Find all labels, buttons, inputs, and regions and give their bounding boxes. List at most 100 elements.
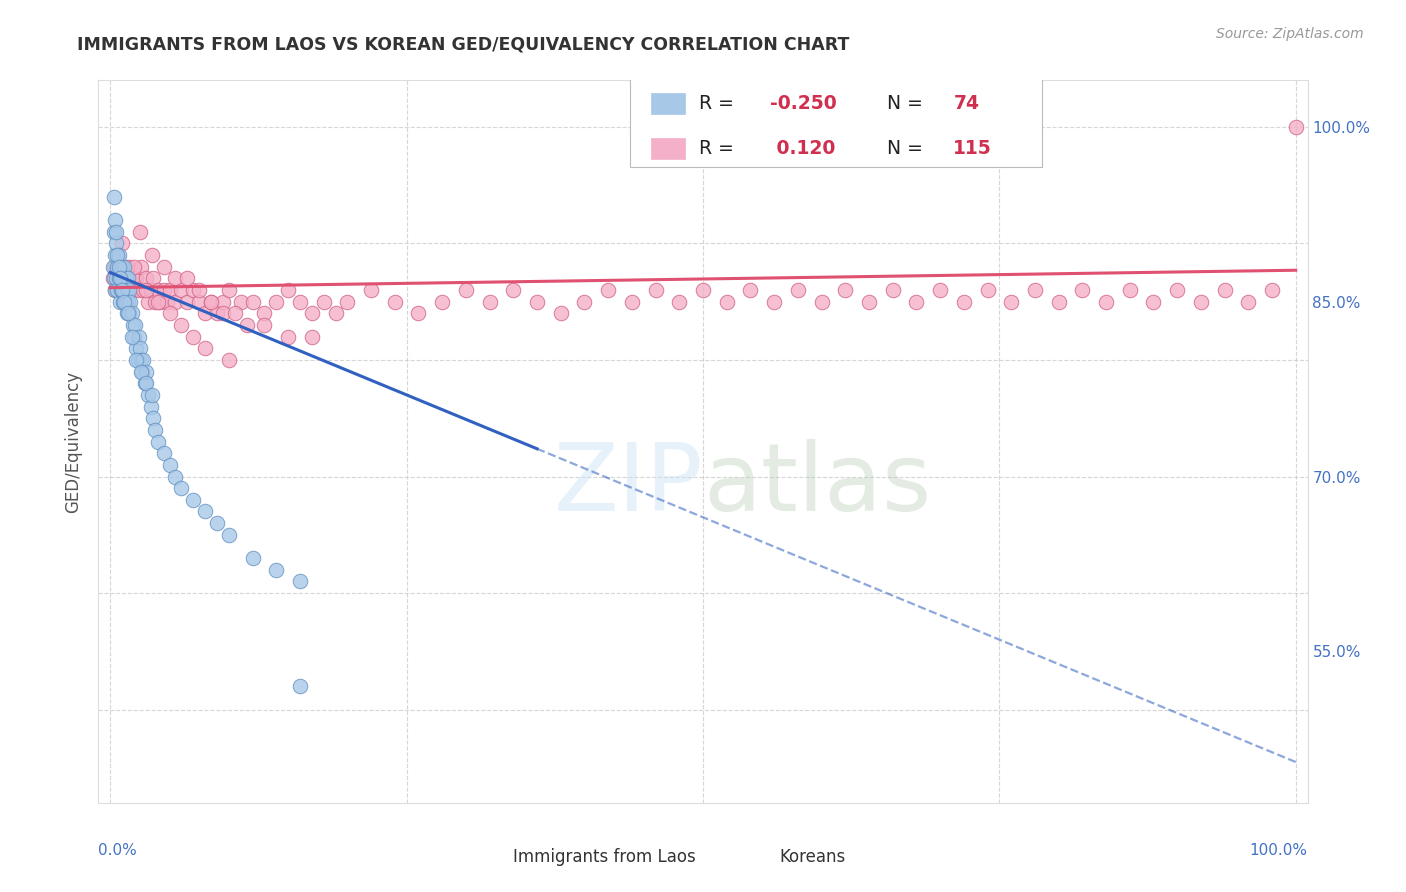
Point	[181, 283, 204, 297]
Point	[111, 236, 134, 251]
Point	[121, 283, 143, 297]
Point	[121, 306, 143, 320]
Point	[105, 283, 128, 297]
Point	[194, 306, 217, 320]
Point	[152, 446, 174, 460]
Point	[124, 318, 146, 332]
Point	[1237, 294, 1260, 309]
Point	[218, 528, 240, 542]
Point	[114, 260, 136, 274]
Point	[1261, 283, 1284, 297]
Point	[277, 329, 299, 343]
Point	[125, 341, 148, 355]
Point	[165, 469, 187, 483]
Point	[122, 260, 145, 274]
Point	[242, 294, 264, 309]
Point	[194, 341, 217, 355]
Point	[152, 283, 174, 297]
Point	[212, 294, 235, 309]
Point	[740, 283, 762, 297]
Point	[103, 271, 125, 285]
Point	[136, 388, 159, 402]
Point	[132, 283, 155, 297]
Point	[1213, 283, 1236, 297]
Point	[121, 318, 143, 332]
Point	[105, 225, 128, 239]
Point	[181, 492, 204, 507]
Text: R =: R =	[699, 94, 740, 113]
Point	[277, 283, 299, 297]
Point	[107, 271, 129, 285]
Point	[905, 294, 928, 309]
Text: IMMIGRANTS FROM LAOS VS KOREAN GED/EQUIVALENCY CORRELATION CHART: IMMIGRANTS FROM LAOS VS KOREAN GED/EQUIV…	[77, 36, 849, 54]
Point	[929, 283, 952, 297]
Point	[129, 260, 152, 274]
Point	[205, 306, 228, 320]
Point	[454, 283, 477, 297]
Point	[170, 283, 193, 297]
Point	[188, 283, 211, 297]
Point	[114, 294, 136, 309]
Point	[117, 271, 139, 285]
Point	[170, 318, 193, 332]
Point	[141, 388, 163, 402]
Point	[1166, 283, 1188, 297]
Point	[105, 260, 128, 274]
Point	[110, 271, 132, 285]
Point	[253, 306, 276, 320]
Point	[1047, 294, 1070, 309]
Point	[408, 306, 430, 320]
Point	[135, 365, 157, 379]
Point	[716, 294, 738, 309]
Point	[502, 283, 524, 297]
Point	[194, 504, 217, 518]
Bar	[651, 94, 685, 113]
Point	[205, 516, 228, 530]
Point	[360, 283, 382, 297]
Point	[117, 306, 139, 320]
Point	[181, 329, 204, 343]
Point	[288, 574, 311, 589]
Point	[117, 294, 139, 309]
Point	[159, 283, 181, 297]
Point	[242, 551, 264, 566]
Text: N =: N =	[887, 139, 929, 158]
Point	[135, 271, 157, 285]
Point	[336, 294, 359, 309]
Point	[112, 271, 135, 285]
Point	[114, 260, 136, 274]
Point	[112, 294, 135, 309]
Point	[156, 294, 179, 309]
Point	[131, 365, 153, 379]
Point	[103, 190, 125, 204]
Point	[1095, 294, 1118, 309]
Point	[107, 260, 129, 274]
Y-axis label: GED/Equivalency: GED/Equivalency	[65, 370, 83, 513]
Point	[149, 294, 172, 309]
Point	[1285, 120, 1308, 134]
Point	[188, 294, 211, 309]
Point	[1071, 283, 1094, 297]
Point	[115, 306, 138, 320]
Bar	[479, 844, 506, 870]
Point	[105, 260, 128, 274]
Point	[1189, 294, 1212, 309]
Point	[264, 294, 287, 309]
Point	[108, 260, 131, 274]
Point	[176, 271, 198, 285]
Point	[288, 679, 311, 693]
Text: ZIP: ZIP	[554, 439, 703, 531]
Point	[235, 318, 257, 332]
Point	[478, 294, 501, 309]
Point	[104, 248, 127, 262]
Point	[108, 271, 131, 285]
Point	[143, 423, 166, 437]
Point	[692, 283, 714, 297]
Point	[117, 271, 139, 285]
Point	[129, 341, 152, 355]
Point	[834, 283, 856, 297]
Point	[200, 294, 222, 309]
Text: 115: 115	[953, 139, 993, 158]
Point	[122, 271, 145, 285]
Point	[301, 329, 323, 343]
